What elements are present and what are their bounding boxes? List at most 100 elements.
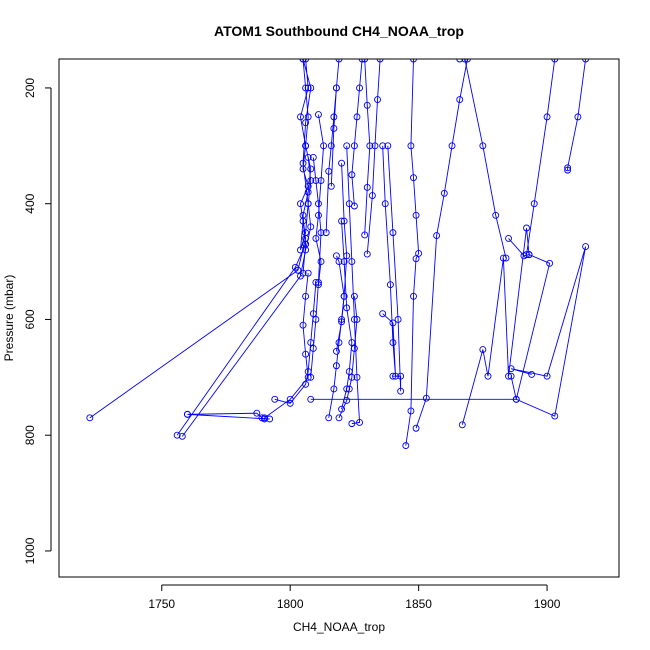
series-line xyxy=(310,157,322,378)
y-tick-label: 200 xyxy=(23,78,37,98)
data-point xyxy=(302,229,310,237)
data-point xyxy=(340,258,348,266)
data-point xyxy=(397,372,405,380)
data-point xyxy=(271,395,279,403)
y-tick-label: 1000 xyxy=(23,537,37,564)
data-point xyxy=(543,113,551,121)
data-point xyxy=(345,385,353,393)
data-point xyxy=(353,113,361,121)
series-line xyxy=(335,163,348,352)
data-point xyxy=(335,258,343,266)
series-line xyxy=(346,145,361,425)
data-point xyxy=(384,142,392,150)
data-point xyxy=(363,250,371,258)
data-point xyxy=(343,397,351,404)
data-point xyxy=(302,292,310,300)
data-point xyxy=(312,234,320,242)
series-line xyxy=(387,145,402,392)
data-point xyxy=(348,373,356,381)
data-point xyxy=(343,142,351,150)
series-marks xyxy=(86,59,590,450)
data-point xyxy=(299,159,307,167)
y-tick-label: 400 xyxy=(23,193,37,213)
series-line xyxy=(405,59,420,446)
data-point xyxy=(456,59,464,63)
data-point xyxy=(358,59,366,63)
data-point xyxy=(309,344,317,352)
data-point xyxy=(317,258,325,266)
series-line xyxy=(567,59,587,171)
series-line xyxy=(187,412,270,420)
data-point xyxy=(366,142,374,150)
series-line xyxy=(264,273,309,419)
data-point xyxy=(307,177,315,184)
data-point xyxy=(484,372,492,380)
data-point xyxy=(299,321,307,329)
data-point xyxy=(314,281,322,289)
data-point xyxy=(302,84,310,92)
data-point xyxy=(356,419,364,426)
data-point xyxy=(389,229,397,237)
series-line xyxy=(341,221,353,410)
x-axis-label: CH4_NOAA_trop xyxy=(293,620,385,634)
data-point xyxy=(332,362,340,370)
data-point xyxy=(327,142,335,150)
data-point xyxy=(297,200,304,208)
data-point xyxy=(512,395,520,403)
data-point xyxy=(348,171,356,179)
data-point xyxy=(551,412,559,420)
data-point xyxy=(338,318,346,326)
data-point xyxy=(479,346,487,353)
data-point xyxy=(440,189,448,197)
data-point xyxy=(335,339,343,347)
data-point xyxy=(304,113,312,121)
data-point xyxy=(371,142,379,150)
series-line xyxy=(176,59,312,436)
data-point xyxy=(183,410,191,418)
series-line xyxy=(526,59,556,255)
data-point xyxy=(350,315,358,323)
data-point xyxy=(412,211,420,219)
data-point xyxy=(525,251,533,259)
data-point xyxy=(302,119,310,127)
data-point xyxy=(348,420,356,428)
data-point xyxy=(261,414,268,422)
x-tick-label: 1850 xyxy=(405,597,432,611)
data-point xyxy=(332,347,340,355)
data-point xyxy=(340,292,348,300)
data-point xyxy=(320,142,328,150)
data-point xyxy=(330,385,338,393)
data-point xyxy=(314,278,322,286)
data-point xyxy=(379,310,387,318)
data-point xyxy=(302,142,310,150)
series-line xyxy=(315,114,325,285)
data-point xyxy=(448,142,456,150)
data-point xyxy=(325,414,333,422)
data-point xyxy=(299,59,307,63)
data-point xyxy=(322,229,330,237)
series-line xyxy=(351,59,363,207)
data-point xyxy=(389,319,397,327)
series-line xyxy=(461,227,530,425)
data-point xyxy=(363,184,371,191)
data-point xyxy=(307,84,315,92)
series-line xyxy=(274,282,317,404)
data-point xyxy=(353,373,361,381)
data-point xyxy=(543,372,551,380)
chart-title: ATOM1 Southbound CH4_NOAA_trop xyxy=(214,23,464,39)
data-point xyxy=(330,125,338,132)
series-line xyxy=(328,255,345,418)
data-point xyxy=(410,174,417,182)
data-point xyxy=(327,182,335,190)
data-point xyxy=(463,59,471,63)
data-point xyxy=(574,113,582,121)
data-point xyxy=(502,254,510,262)
series-line xyxy=(510,246,587,417)
data-point xyxy=(178,432,186,440)
data-point xyxy=(551,59,559,63)
data-point xyxy=(350,344,358,352)
data-point xyxy=(410,292,417,300)
x-tick-label: 1750 xyxy=(148,597,175,611)
data-point xyxy=(361,231,369,239)
series-line xyxy=(364,59,371,235)
